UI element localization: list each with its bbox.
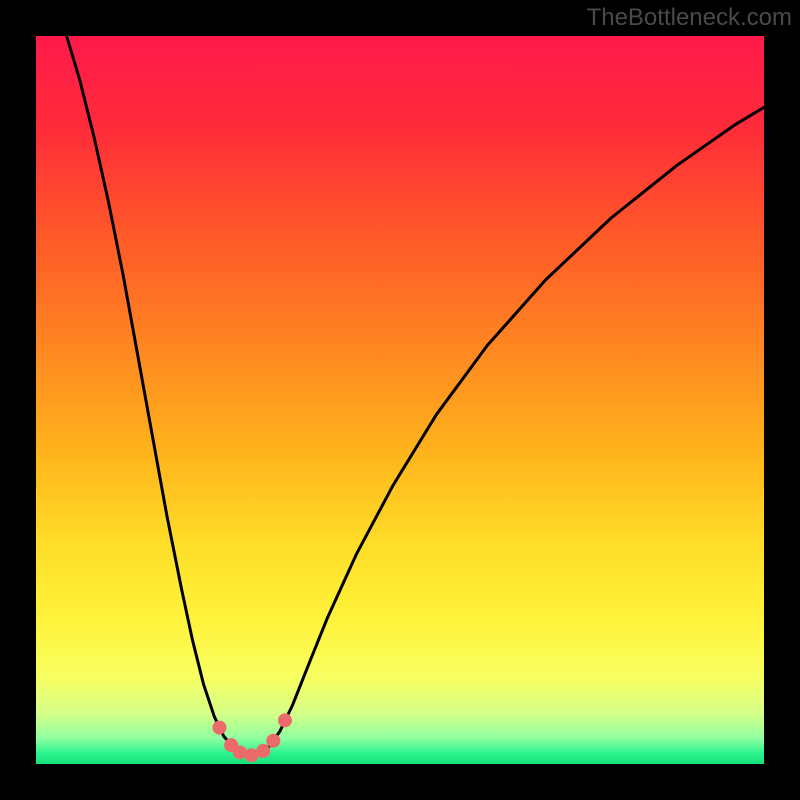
watermark-text: TheBottleneck.com xyxy=(587,4,792,32)
chart-frame: TheBottleneck.com xyxy=(0,0,800,800)
plot-area xyxy=(36,36,764,764)
